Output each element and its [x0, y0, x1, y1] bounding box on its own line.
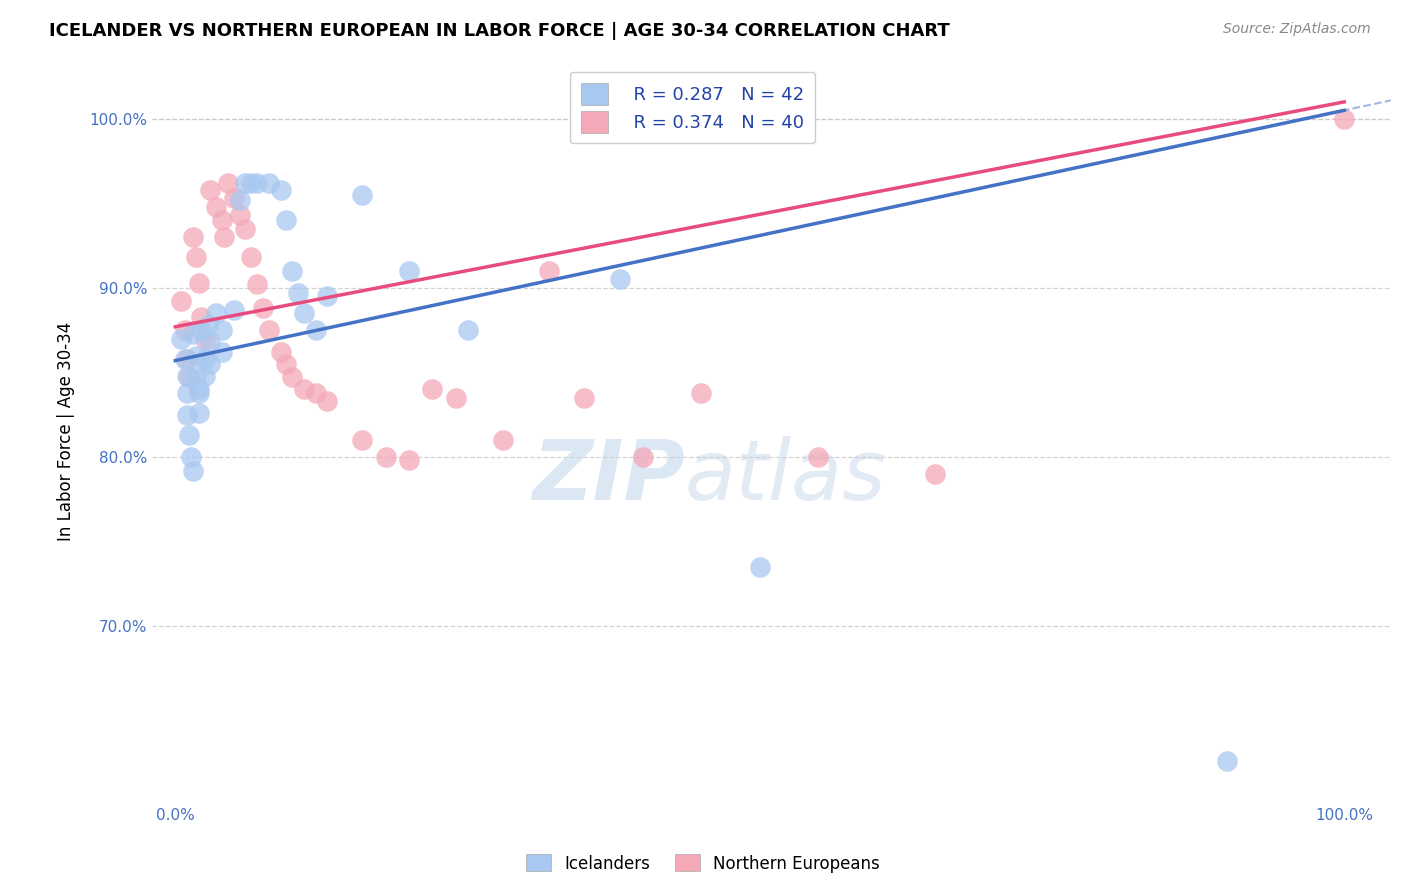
Point: [222, 302, 245, 317]
Point: [748, 560, 770, 574]
Point: [287, 285, 309, 300]
Point: [211, 213, 233, 227]
Point: [222, 191, 245, 205]
Point: [574, 391, 596, 405]
Point: [1216, 755, 1239, 769]
Point: [240, 251, 263, 265]
Point: [217, 176, 239, 190]
Point: [173, 351, 195, 366]
Point: [257, 176, 280, 190]
Point: [924, 467, 946, 481]
Point: [270, 345, 292, 359]
Point: [281, 264, 304, 278]
Point: [186, 368, 208, 383]
Point: [316, 394, 339, 409]
Legend:   R = 0.287   N = 42,   R = 0.374   N = 40: R = 0.287 N = 42, R = 0.374 N = 40: [569, 72, 815, 144]
Point: [252, 301, 274, 315]
Point: [235, 176, 257, 190]
Point: [176, 368, 198, 383]
Point: [181, 463, 204, 477]
Legend: Icelanders, Northern Europeans: Icelanders, Northern Europeans: [519, 847, 887, 880]
Point: [246, 176, 269, 190]
Point: [374, 450, 396, 464]
Point: [491, 433, 513, 447]
Point: [170, 332, 193, 346]
Point: [444, 391, 467, 405]
Point: [200, 357, 222, 371]
Point: [193, 332, 215, 346]
Point: [281, 370, 304, 384]
Point: [197, 318, 219, 332]
Point: [609, 272, 631, 286]
Point: [200, 334, 222, 349]
Point: [352, 433, 374, 447]
Point: [228, 208, 250, 222]
Point: [304, 385, 326, 400]
Point: [187, 385, 209, 400]
Point: [176, 408, 198, 422]
Point: [316, 289, 339, 303]
Point: [292, 306, 315, 320]
Point: [1333, 112, 1355, 126]
Point: [352, 187, 374, 202]
Point: [179, 370, 201, 384]
Point: [276, 213, 298, 227]
Point: [173, 323, 195, 337]
Point: [240, 176, 263, 190]
Point: [270, 183, 292, 197]
Point: [211, 323, 233, 337]
Point: [398, 453, 420, 467]
Point: [205, 200, 228, 214]
Point: [235, 221, 257, 235]
Point: [211, 345, 233, 359]
Point: [214, 230, 236, 244]
Point: [276, 357, 298, 371]
Y-axis label: In Labor Force | Age 30-34: In Labor Force | Age 30-34: [58, 322, 75, 541]
Point: [176, 351, 198, 366]
Point: [200, 183, 222, 197]
Point: [398, 264, 420, 278]
Point: [181, 230, 204, 244]
Point: [246, 277, 269, 292]
Point: [422, 382, 444, 396]
Text: ICELANDER VS NORTHERN EUROPEAN IN LABOR FORCE | AGE 30-34 CORRELATION CHART: ICELANDER VS NORTHERN EUROPEAN IN LABOR …: [49, 22, 950, 40]
Point: [170, 294, 193, 309]
Point: [193, 368, 215, 383]
Point: [187, 406, 209, 420]
Point: [176, 385, 198, 400]
Text: Source: ZipAtlas.com: Source: ZipAtlas.com: [1223, 22, 1371, 37]
Point: [807, 450, 830, 464]
Point: [292, 382, 315, 396]
Point: [179, 450, 201, 464]
Point: [631, 450, 654, 464]
Text: atlas: atlas: [685, 436, 886, 516]
Point: [457, 323, 479, 337]
Point: [186, 251, 208, 265]
Point: [228, 193, 250, 207]
Point: [304, 323, 326, 337]
Point: [538, 264, 561, 278]
Point: [187, 276, 209, 290]
Point: [190, 323, 212, 337]
Point: [190, 310, 212, 324]
Point: [181, 326, 204, 341]
Point: [690, 385, 713, 400]
Point: [257, 323, 280, 337]
Text: ZIP: ZIP: [531, 436, 685, 516]
Point: [186, 349, 208, 363]
Point: [193, 351, 215, 366]
Point: [205, 306, 228, 320]
Point: [179, 428, 201, 442]
Point: [187, 382, 209, 396]
